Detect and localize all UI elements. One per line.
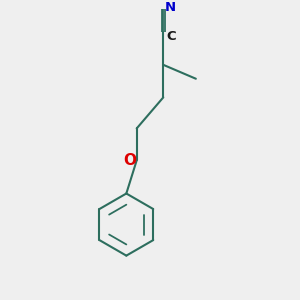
- Text: N: N: [165, 1, 176, 13]
- Text: C: C: [166, 30, 175, 43]
- Text: O: O: [123, 153, 136, 168]
